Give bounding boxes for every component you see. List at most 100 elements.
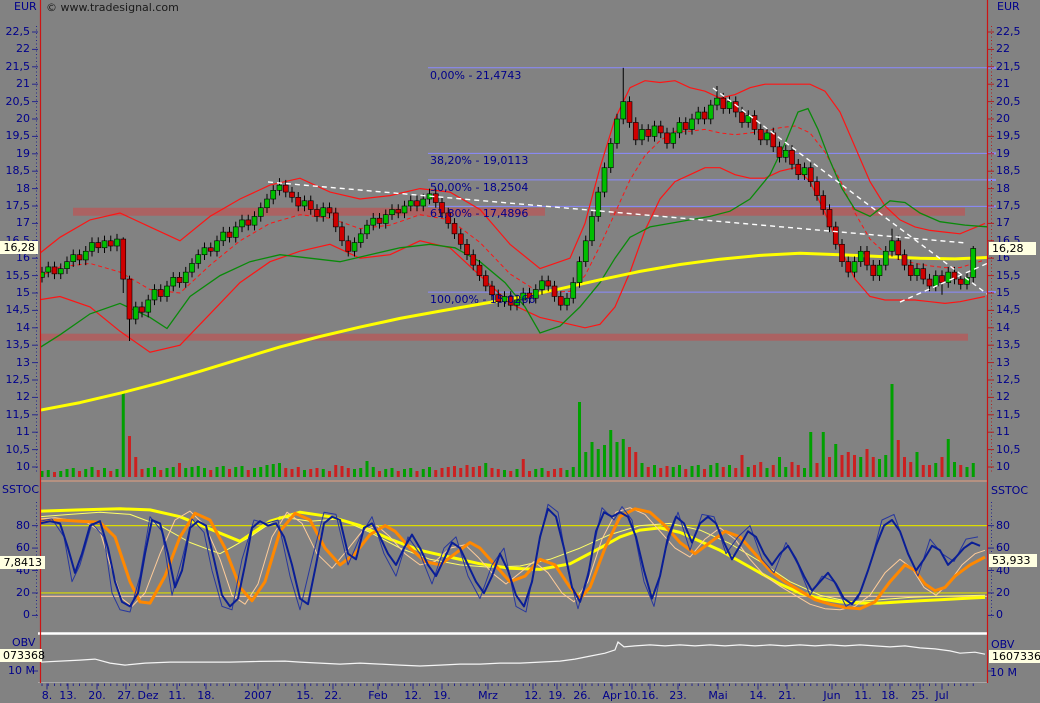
price-tick-label-right: 20,5 [996,94,1021,108]
candle-down [439,202,445,214]
volume-bar [53,472,56,477]
volume-bar [934,463,938,477]
candle-up [239,219,245,228]
candle-up [501,296,508,303]
volume-bar [859,457,863,477]
volume-bar [465,465,469,477]
volume-bar [553,469,556,477]
candle-up [189,263,195,273]
volume-bar [46,470,50,477]
volume-bar [459,468,463,477]
candle-down [545,280,552,287]
price-tick-label-left: 13 [16,355,30,369]
sstoc-tick-label-left: 20 [16,585,30,599]
candle-up [601,167,608,193]
price-tick-label-left: 21 [16,77,30,91]
volume-bar [771,465,775,477]
volume-bar [765,468,769,477]
sstoc-tick-label-right: 80 [996,518,1010,532]
volume-bar [834,444,838,477]
candle-up [264,198,270,209]
volume-bar [290,469,294,477]
x-axis-label: 2007 [244,689,272,702]
candle-down [282,184,289,193]
volume-bar [515,469,519,477]
x-axis-label: Apr [602,689,622,702]
candle-up [639,129,645,141]
volume-bar [284,468,288,477]
volume-bar [140,469,144,477]
volume-bar [909,462,913,477]
trendline-dashed [712,87,987,295]
sstoc-tick-label-right: 60 [996,541,1010,555]
price-tick-label-left: 18,5 [5,164,31,178]
volume-bar [134,457,138,477]
sstoc-tick-label-left: 80 [16,518,30,532]
volume-bar [434,470,438,477]
volume-bar [671,467,675,477]
candle-down [770,132,777,148]
price-plot-area[interactable] [38,67,990,477]
candle-down [895,240,902,256]
candle-down [139,306,145,313]
price-tick-label-left: 11,5 [5,407,31,421]
candle-up [232,226,239,238]
candle-up [964,277,970,285]
volume-bar [184,468,188,477]
volume-bar [321,469,325,477]
candle-up [970,248,977,278]
candle-up [607,143,614,169]
candle-down [751,115,758,130]
sstoc-title-right: SSTOC [991,484,1029,497]
obv-title-left: OBV [12,636,36,649]
volume-bar [328,471,331,477]
price-tick-label-left: 20,5 [5,94,31,108]
candle-up [532,289,539,299]
volume-bar [315,468,319,477]
volume-bar [846,452,850,477]
volume-bar [665,466,669,477]
price-tick-label-left: 16 [16,251,30,265]
volume-bar [784,467,788,477]
candle-up [539,280,545,290]
candle-down [664,132,670,144]
volume-bar [753,465,756,477]
volume-bar [734,468,738,477]
volume-bar [359,468,363,477]
volume-bar [378,471,381,477]
x-axis-label: 18. [197,689,215,702]
volume-bar [940,457,944,477]
volume-bar [540,468,544,477]
candle-up [57,268,64,275]
volume-bar [953,462,956,477]
volume-bar [634,452,638,477]
volume-bar [959,465,963,477]
x-axis-label: 13. [59,689,77,702]
candle-down [489,285,495,296]
price-tick-label-right: 10,5 [996,442,1021,456]
volume-bar [678,465,681,477]
candle-up [932,275,939,287]
x-axis-label: 8. [41,689,53,702]
stochastic-plot-area[interactable] [40,503,987,613]
obv-plot-area[interactable] [40,641,986,667]
volume-bar [865,449,869,477]
candle-down [951,271,958,280]
volume-bar [840,455,844,477]
price-tick-label-left: 12 [16,390,30,404]
volume-bar [684,469,688,477]
candle-down [757,129,764,141]
candle-up [45,266,52,273]
candle-up [114,238,120,247]
volume-bar [196,466,200,477]
volume-bar [421,469,425,477]
volume-bar [903,457,906,477]
candle-down [432,193,439,203]
volume-bar [965,467,969,477]
price-tick-label-left: 21,5 [5,59,31,73]
candle-up [220,231,227,242]
volume-bar [221,466,225,477]
volume-bar [253,468,256,477]
volume-bar [690,466,694,477]
